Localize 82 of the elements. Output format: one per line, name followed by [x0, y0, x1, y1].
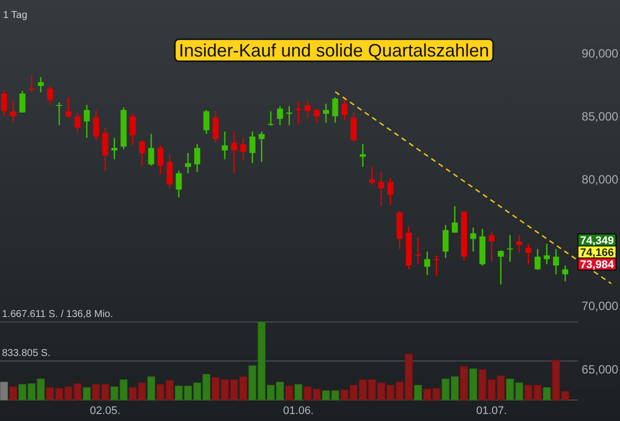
- text: Insider-Kauf und solide Quartalszahlen: [178, 40, 490, 60]
- bar: [285, 386, 294, 400]
- candlestick: [74, 112, 81, 134]
- candlestick: [1, 89, 7, 117]
- candlestick: [286, 106, 292, 126]
- candlestick: [341, 96, 348, 121]
- y-tick-label: 80,000: [582, 172, 619, 187]
- candlestick: [249, 130, 256, 164]
- candlestick: [240, 137, 246, 162]
- candlestick: [10, 99, 16, 124]
- candlestick: [84, 104, 90, 138]
- candlestick: [507, 234, 513, 262]
- candlestick: [332, 96, 338, 124]
- candlestick: [268, 110, 274, 126]
- bar: [294, 384, 302, 400]
- candlestick: [295, 102, 302, 125]
- annotation: 73,984: [580, 258, 615, 271]
- candlestick: [38, 76, 44, 93]
- candlestick: [102, 127, 108, 172]
- text: 1 Tag: [3, 10, 28, 21]
- y-tick-label: 70,000: [582, 299, 619, 314]
- candlestick: [222, 130, 228, 160]
- candlestick: [194, 143, 200, 173]
- candlestick: [350, 112, 357, 142]
- candlestick: [498, 250, 504, 286]
- bar: [9, 386, 18, 400]
- candlestick: [176, 170, 182, 198]
- candlestick: [19, 90, 26, 114]
- candlestick: [553, 248, 559, 275]
- candlestick: [28, 74, 35, 93]
- candlestick: [470, 226, 476, 252]
- candlestick: [442, 224, 449, 259]
- candlestick: [139, 140, 145, 166]
- candlestick: [369, 166, 375, 186]
- candlestick: [231, 130, 237, 174]
- bar: [0, 382, 8, 400]
- candlestick: [277, 106, 283, 126]
- candlestick: [130, 113, 136, 146]
- y-tick-label: 85,000: [582, 110, 619, 124]
- ref-line-label: 1.667.611 S. / 136,8 Mio.: [2, 309, 114, 320]
- candlestick: [56, 102, 62, 126]
- candlestick: [323, 103, 329, 124]
- candlestick: [185, 152, 191, 174]
- x-tick-label: 02.05.: [90, 405, 120, 417]
- x-tick-label: 01.07.: [476, 405, 507, 417]
- bar: [460, 366, 468, 400]
- bar: [469, 368, 478, 400]
- candlestick: [93, 109, 99, 141]
- candlestick: [452, 205, 458, 234]
- candlestick: [314, 108, 320, 124]
- bar: [82, 387, 91, 400]
- candlestick: [157, 144, 164, 176]
- candlestick: [387, 178, 394, 206]
- bar: [542, 387, 551, 400]
- candlestick: [304, 99, 311, 118]
- candlestick: [360, 143, 366, 168]
- candlestick: [534, 248, 541, 271]
- y-tick-label: 65,000: [582, 362, 619, 376]
- candlestick: [562, 264, 568, 282]
- candlestick: [166, 154, 173, 190]
- y-tick-label: 90,000: [582, 46, 619, 60]
- candlestick: [111, 137, 118, 160]
- candlestick: [203, 109, 210, 135]
- candlestick: [525, 243, 532, 265]
- candlestick: [415, 237, 421, 265]
- candlestick: [212, 110, 219, 144]
- candlestick: [544, 243, 550, 265]
- annotation: 74,349: [580, 234, 614, 247]
- ref-line-label: 833.805 S.: [2, 348, 50, 359]
- candlestick: [516, 234, 522, 254]
- annotation: 74,166: [580, 246, 614, 259]
- x-tick-label: 01.06.: [283, 405, 314, 417]
- candlestick: [65, 96, 72, 118]
- bar: [147, 376, 156, 400]
- candlestick: [488, 230, 495, 262]
- candlestick: [148, 133, 154, 166]
- candlestick: [258, 130, 265, 162]
- candlestick: [378, 171, 384, 207]
- candlestick: [424, 250, 430, 276]
- candlestick: [433, 254, 440, 276]
- candlestick: [47, 85, 53, 106]
- bar: [414, 384, 422, 400]
